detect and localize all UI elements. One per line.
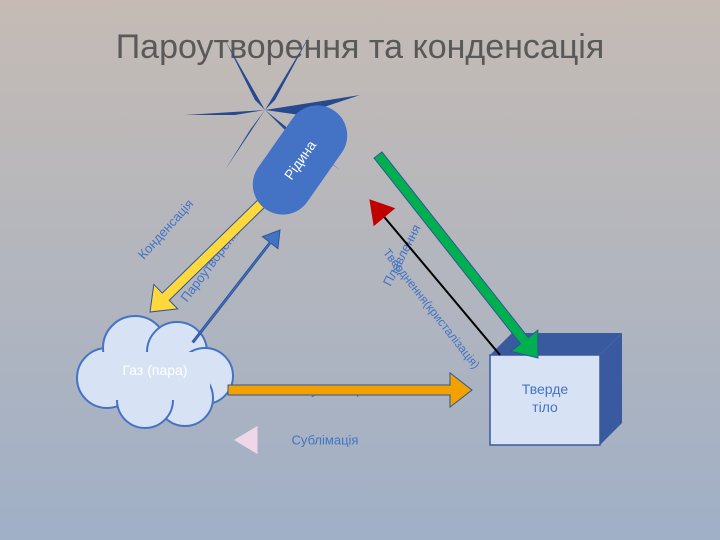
gas-node: Газ (пара) <box>77 316 233 428</box>
sublimation-arrow <box>235 427 257 453</box>
vaporization-arrow <box>185 224 287 348</box>
condensation-arrow <box>138 185 280 324</box>
melting-arrow <box>360 192 510 364</box>
solidification-arrow <box>365 144 552 368</box>
solid-node: Тверде тіло <box>490 333 622 445</box>
solid-label: тіло <box>532 399 558 415</box>
solid-label: Тверде <box>522 381 569 397</box>
diagram-stage: Газ (пара)ТвердетілоРідина <box>0 0 720 540</box>
antisubl-arrow <box>228 373 472 407</box>
gas-label: Газ (пара) <box>123 362 188 378</box>
